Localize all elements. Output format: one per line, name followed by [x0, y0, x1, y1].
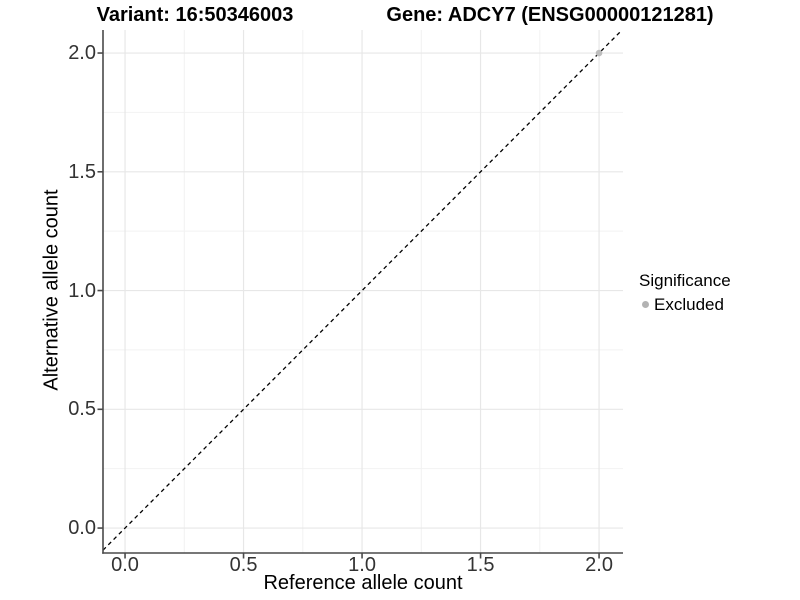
- y-axis-title: Alternative allele count: [40, 189, 63, 391]
- legend: Significance Excluded: [639, 271, 731, 314]
- gene-title: Gene: ADCY7 (ENSG00000121281): [386, 4, 714, 26]
- legend-entry-excluded: Excluded: [642, 295, 731, 314]
- x-axis-title: Reference allele count: [263, 572, 463, 594]
- data-point-excluded: [595, 49, 603, 57]
- excluded-point-icon: [642, 301, 649, 308]
- legend-title: Significance: [639, 271, 731, 290]
- variant-title: Variant: 16:50346003: [96, 4, 294, 26]
- identity-dashed-line: [102, 29, 623, 551]
- legend-entry-label: Excluded: [654, 295, 724, 314]
